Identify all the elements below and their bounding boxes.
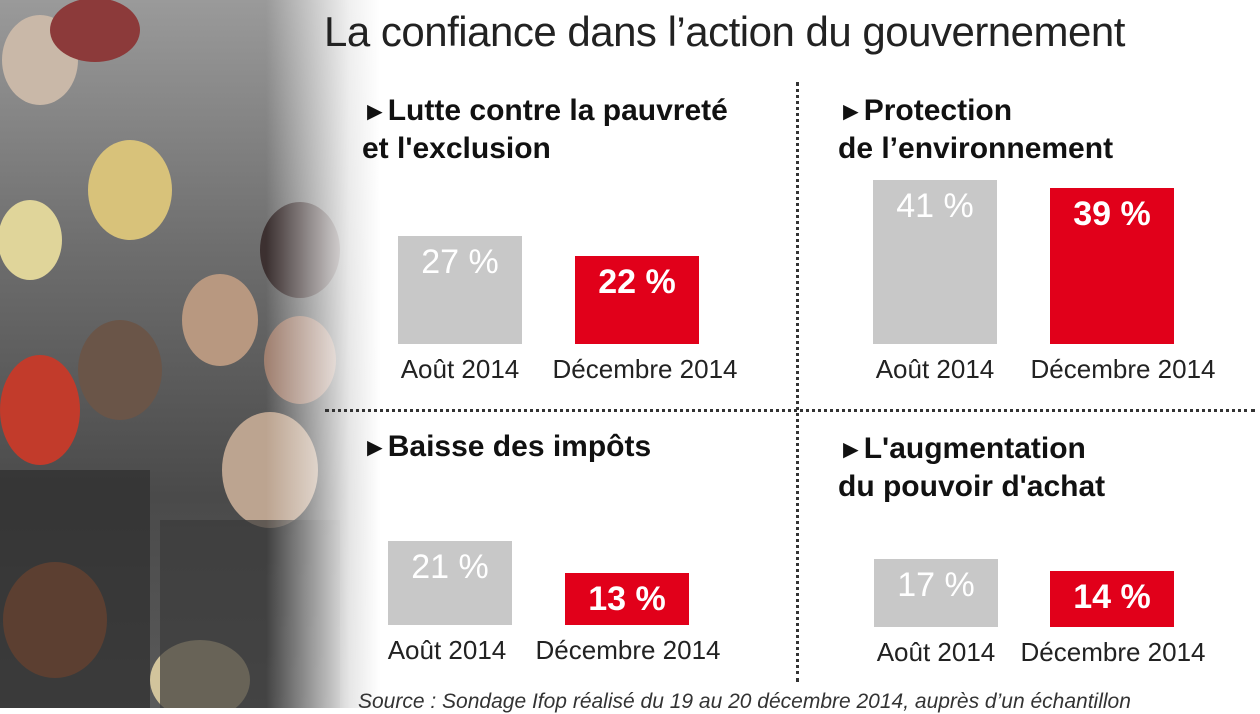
bar-decembre: 22 % [575, 256, 699, 344]
play-arrow-icon: ► [362, 96, 388, 126]
bar-value-label: 27 % [421, 243, 499, 281]
chart-title-line: Baisse des impôts [387, 430, 652, 463]
category-label: Août 2014 [400, 354, 520, 384]
category-label: Août 2014 [387, 635, 507, 665]
bar-value-label: 13 % [588, 580, 666, 618]
chart-title-line: du pouvoir d'achat [838, 470, 1106, 503]
bar-decembre: 39 % [1050, 188, 1174, 344]
chart-title-line: Protection [863, 94, 1013, 127]
chart-title-line: et l'exclusion [362, 132, 551, 165]
bar-decembre: 13 % [565, 573, 689, 625]
play-arrow-icon: ► [362, 432, 388, 462]
category-label: Décembre 2014 [1020, 637, 1206, 667]
source-note: Source : Sondage Ifop réalisé du 19 au 2… [358, 690, 1131, 713]
bar-decembre: 14 % [1050, 571, 1174, 627]
bar-aout: 21 % [388, 541, 512, 625]
play-arrow-icon: ► [838, 434, 864, 464]
category-label: Décembre 2014 [552, 354, 738, 384]
bar-aout: 41 % [873, 180, 997, 344]
category-label: Décembre 2014 [535, 635, 721, 665]
bar-value-label: 41 % [896, 187, 974, 225]
bar-aout: 17 % [874, 559, 998, 627]
bar-value-label: 21 % [411, 548, 489, 586]
vertical-divider [796, 82, 799, 682]
category-label: Août 2014 [875, 354, 995, 384]
chart-title-line: de l’environnement [838, 132, 1114, 165]
chart-title-line: Lutte contre la pauvreté [387, 94, 728, 127]
page-title: La confiance dans l’action du gouverneme… [324, 8, 1125, 55]
bar-aout: 27 % [398, 236, 522, 344]
category-label: Août 2014 [876, 637, 996, 667]
horizontal-divider [325, 409, 1255, 412]
play-arrow-icon: ► [838, 96, 864, 126]
chart-title: ►Baisse des impôts [362, 428, 651, 466]
bar-value-label: 14 % [1073, 578, 1151, 616]
category-label: Décembre 2014 [1030, 354, 1216, 384]
crowd-photo [0, 0, 380, 708]
bar-value-label: 39 % [1073, 195, 1151, 233]
chart-title: ►Lutte contre la pauvreté et l'exclusion [362, 92, 728, 168]
chart-title: ►L'augmentation du pouvoir d'achat [838, 430, 1105, 506]
chart-title-line: L'augmentation [863, 432, 1086, 465]
chart-title: ►Protection de l’environnement [838, 92, 1113, 168]
bar-value-label: 22 % [598, 263, 676, 301]
bar-value-label: 17 % [897, 566, 975, 604]
